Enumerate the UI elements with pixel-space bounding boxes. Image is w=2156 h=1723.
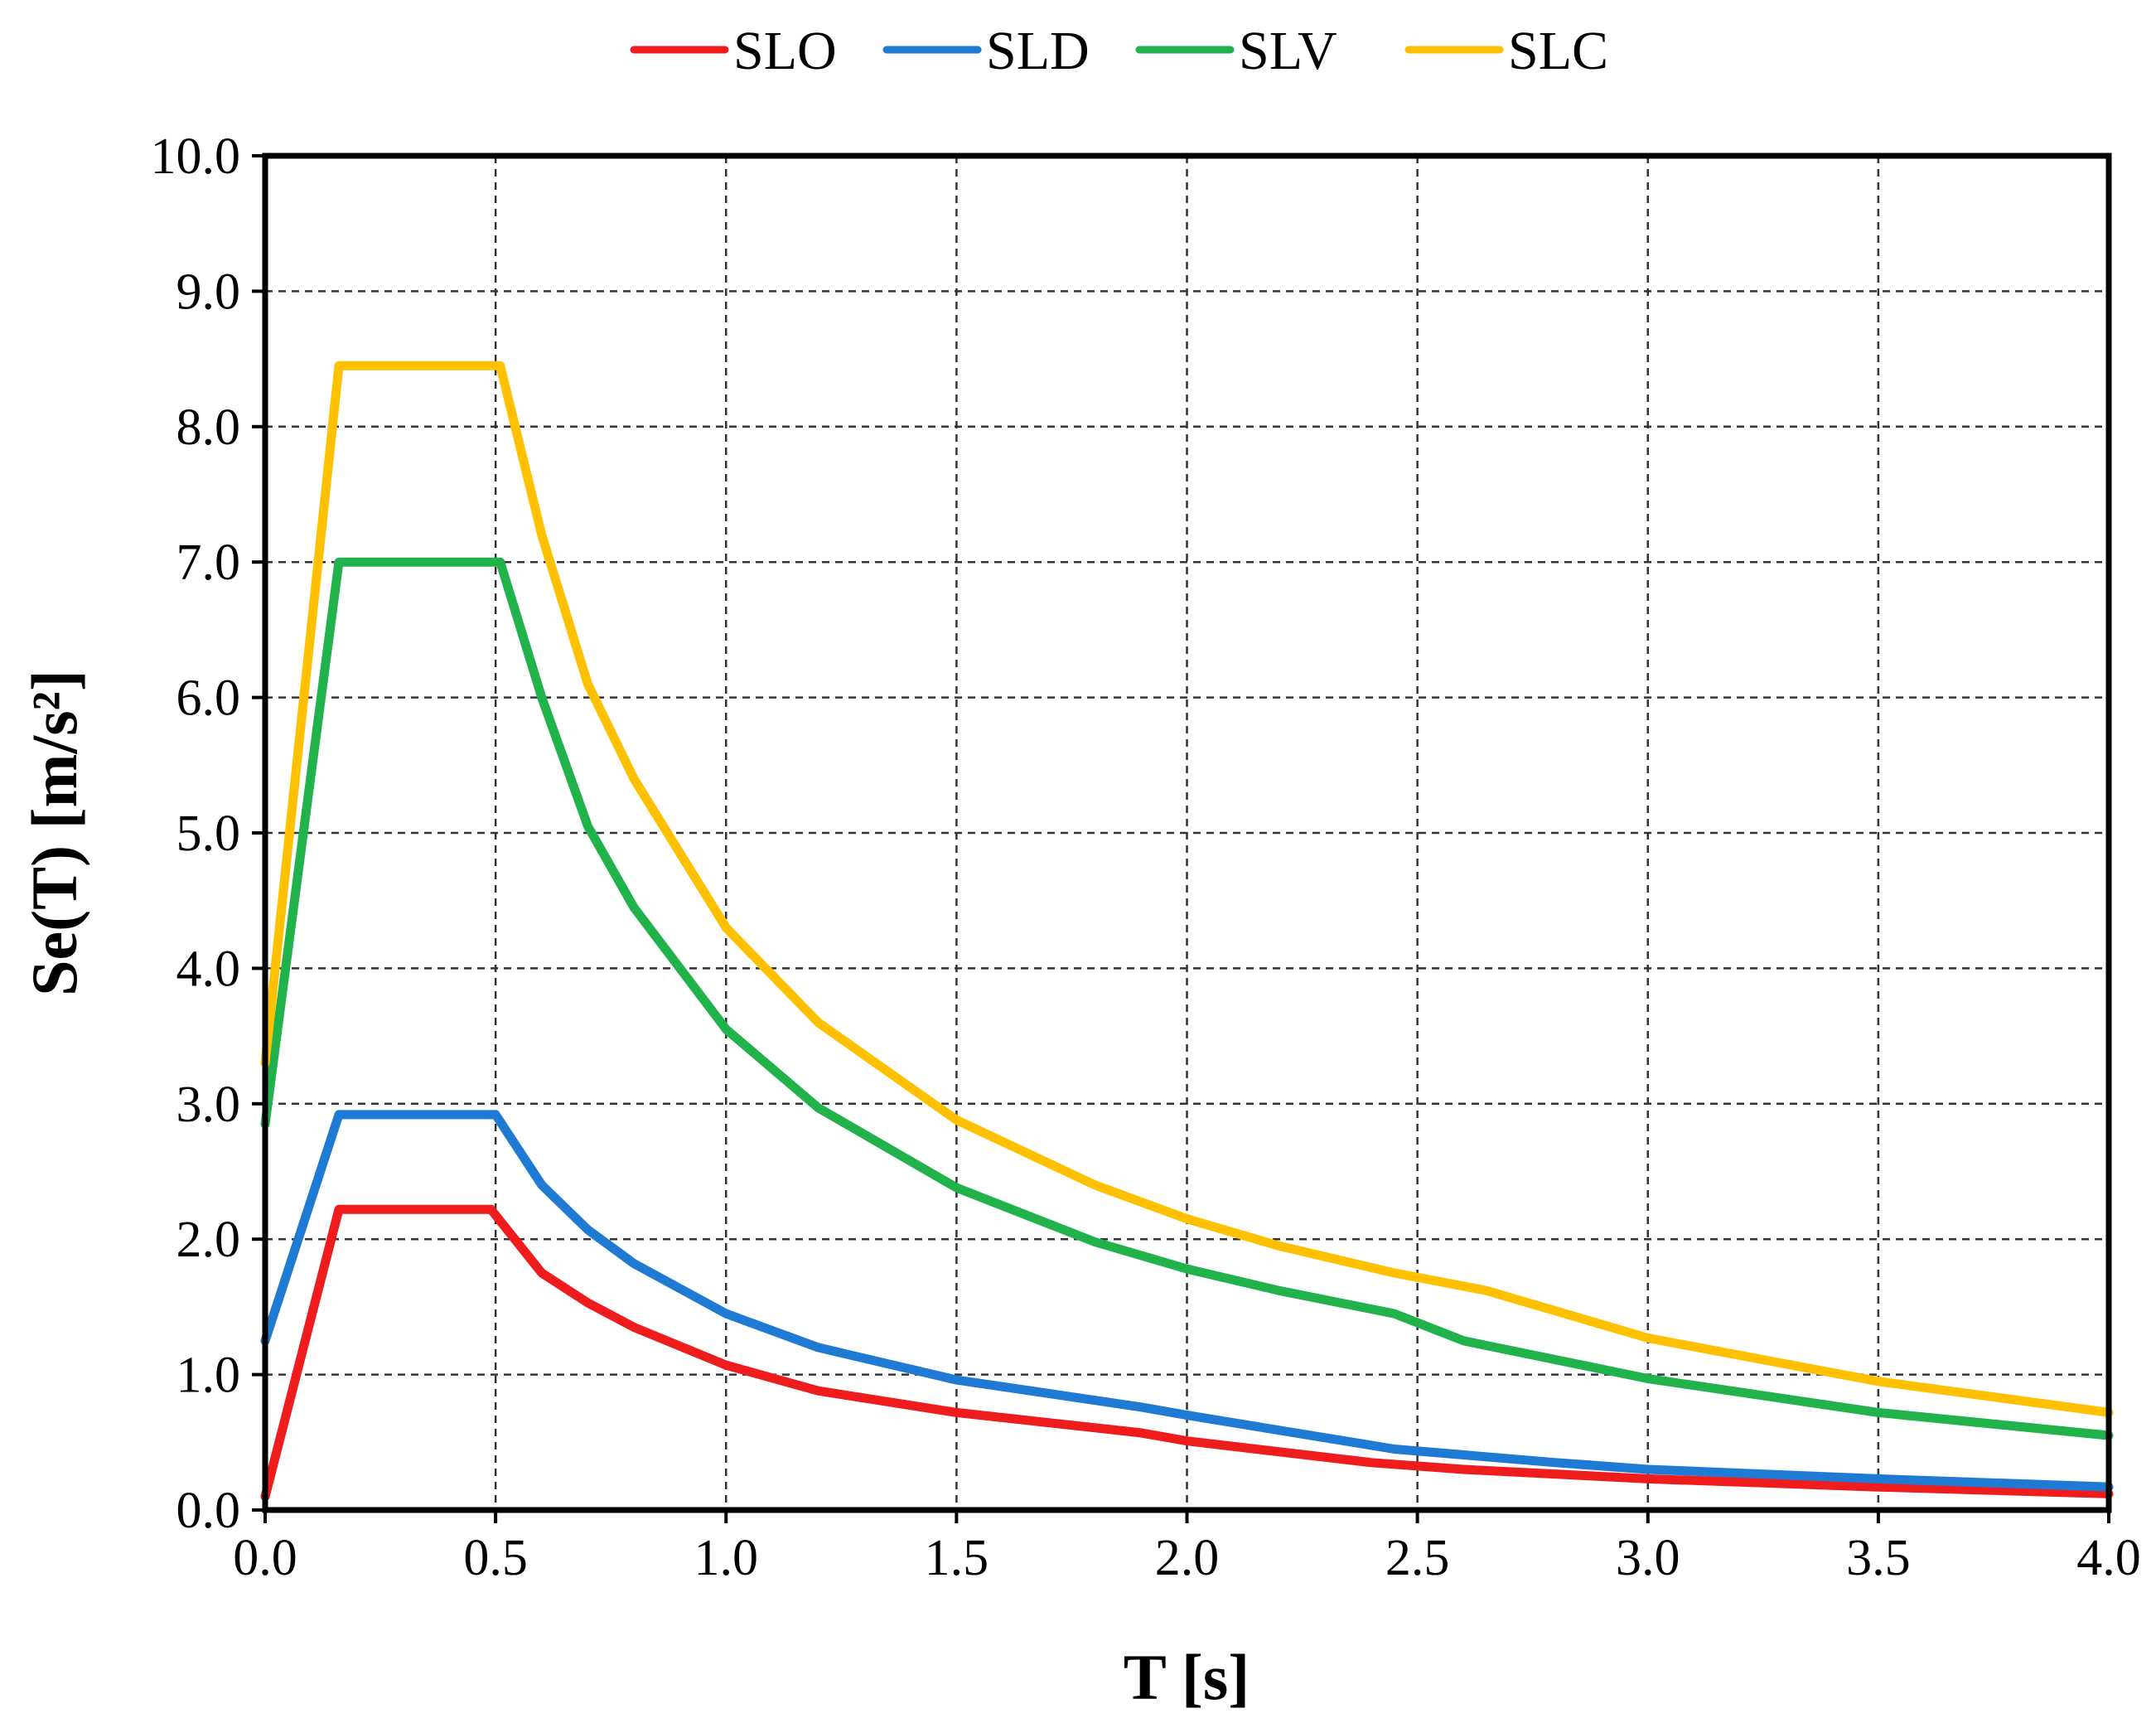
series-line-slo — [260, 1204, 2114, 1502]
legend-label-slv: SLV — [1239, 21, 1337, 81]
y-tick-label: 3.0 — [176, 1077, 241, 1133]
x-tick-label: 2.0 — [1155, 1530, 1220, 1586]
x-tick-label: 1.0 — [694, 1530, 759, 1586]
legend-label-slc: SLC — [1508, 21, 1608, 81]
series-line-sld — [260, 1110, 2114, 1492]
x-tick-label: 1.5 — [925, 1530, 989, 1586]
y-tick-label: 8.0 — [176, 399, 241, 456]
series-line-slc — [260, 361, 2114, 1417]
y-tick-label: 0.0 — [176, 1483, 241, 1539]
y-tick-label: 2.0 — [176, 1212, 241, 1268]
y-tick-label: 6.0 — [176, 670, 241, 727]
x-tick-label: 3.5 — [1846, 1530, 1911, 1586]
series-lines — [260, 361, 2114, 1502]
x-axis-title: T [s] — [1124, 1641, 1250, 1713]
legend: SLO SLD SLV SLC — [630, 21, 1608, 81]
x-axis-ticks: 0.0 0.5 1.0 1.5 2.0 2.5 3.0 3.5 4.0 — [233, 1510, 2141, 1586]
series-line-slv — [260, 557, 2114, 1440]
grid — [265, 156, 2109, 1510]
y-axis-ticks: 0.0 1.0 2.0 3.0 4.0 5.0 6.0 7.0 8.0 9.0 10.0 — [151, 128, 265, 1539]
legend-label-sld: SLD — [986, 21, 1090, 81]
y-tick-label: 9.0 — [176, 264, 241, 320]
x-tick-label: 3.0 — [1616, 1530, 1680, 1586]
x-tick-label: 2.5 — [1385, 1530, 1450, 1586]
y-tick-label: 1.0 — [176, 1348, 241, 1404]
y-tick-label: 5.0 — [176, 806, 241, 862]
x-tick-label: 4.0 — [2076, 1530, 2141, 1586]
y-tick-label: 10.0 — [151, 128, 241, 185]
x-tick-label: 0.0 — [233, 1530, 297, 1586]
x-tick-label: 0.5 — [463, 1530, 528, 1586]
y-tick-label: 4.0 — [176, 941, 241, 997]
y-tick-label: 7.0 — [176, 535, 241, 591]
y-axis-title: Se(T) [m/s²] — [18, 670, 90, 996]
legend-label-slo: SLO — [733, 21, 837, 81]
